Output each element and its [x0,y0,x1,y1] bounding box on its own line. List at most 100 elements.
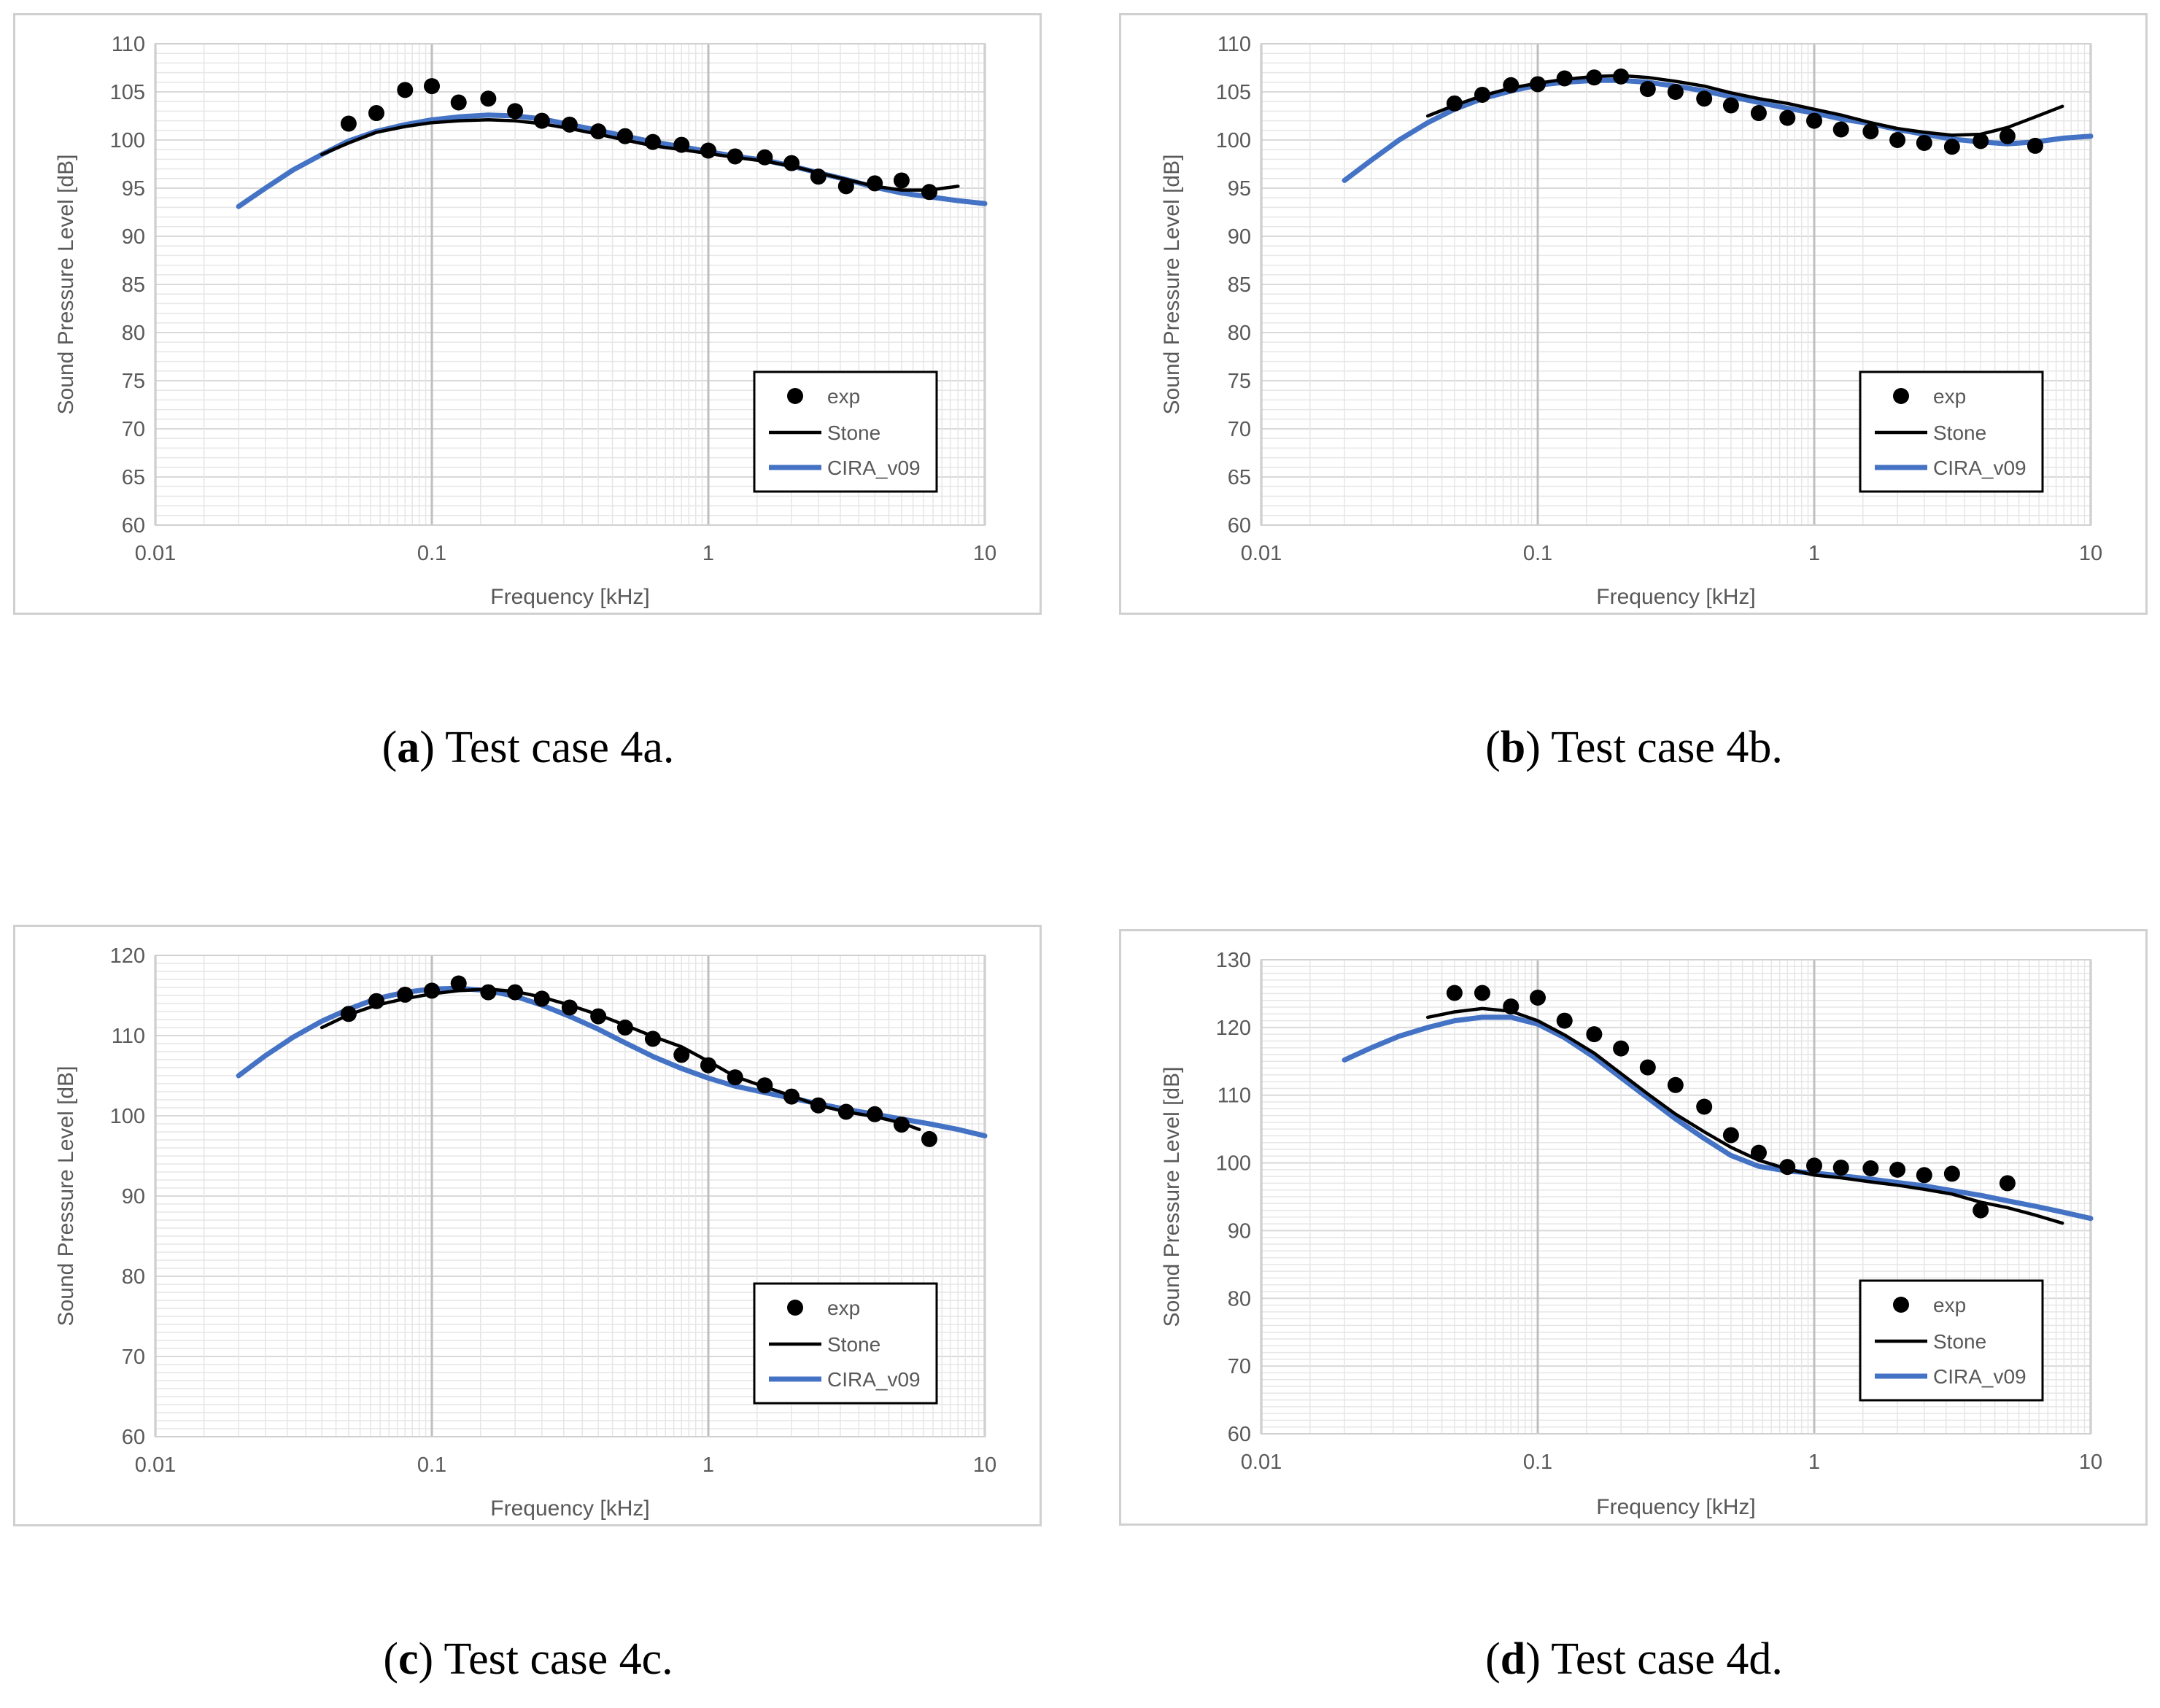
legend-exp-marker [787,1300,803,1316]
legend-cira-label: CIRA_v09 [1933,457,2027,479]
y-tick-label: 120 [110,944,145,968]
y-tick-label: 65 [122,466,145,489]
series-line-stone [1425,1006,2064,1225]
y-axis-title: Sound Pressure Level [dB] [1160,155,1184,415]
exp-data-point [727,148,743,165]
y-tick-label: 105 [110,81,145,104]
exp-data-point [700,142,716,159]
caption-b-letter: b [1500,723,1526,772]
y-tick-label: 120 [1216,1017,1251,1040]
exp-data-point [837,1103,854,1120]
exp-data-point [368,105,384,122]
exp-data-point [673,136,690,153]
exp-data-point [1973,1202,1989,1219]
x-tick-label: 0.1 [1523,542,1552,565]
exp-data-point [424,78,440,95]
exp-data-point [700,1057,716,1074]
y-tick-label: 90 [1228,225,1251,249]
y-tick-label: 95 [1228,177,1251,201]
y-tick-label: 80 [122,1265,145,1289]
exp-data-point [424,982,440,999]
exp-data-point [867,175,883,192]
exp-data-point [480,90,497,107]
legend: exp Stone CIRA_v09 [753,370,938,493]
caption-b-text: Test case 4b. [1551,723,1783,772]
exp-data-point [1889,1161,1906,1178]
y-tick-label: 60 [122,1426,145,1449]
y-tick-label: 90 [122,225,145,249]
series-line-cira [1342,77,2094,183]
exp-data-point [727,1069,743,1086]
legend-cira-label: CIRA_v09 [827,1368,921,1391]
exp-data-point [1556,70,1573,87]
exp-data-point [867,1106,883,1122]
x-tick-label: 0.01 [135,542,176,565]
legend-stone-label: Stone [827,422,880,444]
y-tick-label: 65 [1228,466,1251,489]
caption-a-text: Test case 4a. [445,723,675,772]
exp-data-point [1586,69,1603,86]
x-tick-label: 0.1 [417,542,446,565]
x-tick-label: 0.01 [1241,1451,1282,1474]
y-tick-label: 60 [1228,514,1251,537]
caption-d-text: Test case 4d. [1551,1634,1783,1684]
plot-area-border [155,43,986,526]
plot-area-border [155,955,986,1437]
exp-data-point [616,128,633,144]
exp-data-point [1779,1159,1796,1176]
y-tick-label: 70 [122,418,145,441]
exp-data-point [507,984,524,1001]
exp-data-point [368,993,384,1009]
plot-area-border [1261,43,2091,526]
exp-data-point [783,155,800,171]
y-tick-label: 75 [1228,370,1251,393]
legend: exp Stone CIRA_v09 [753,1282,938,1405]
y-tick-label: 100 [1216,129,1251,152]
y-tick-label: 95 [122,177,145,201]
exp-data-point [1806,1157,1822,1174]
exp-data-point [1556,1012,1573,1029]
x-axis-title: Frequency [kHz] [490,1497,649,1521]
chart-b-frame [1119,13,2148,615]
y-tick-label: 105 [1216,81,1251,104]
caption-c-text: Test case 4c. [444,1634,673,1684]
chart-c-gridlines [154,955,986,1437]
exp-data-point [1446,985,1463,1001]
y-tick-label: 60 [1228,1423,1251,1446]
exp-data-point [590,1008,607,1025]
x-tick-label: 10 [973,542,996,565]
exp-data-point [1806,112,1822,129]
legend-stone-label: Stone [1933,1330,1986,1353]
exp-data-point [1832,121,1849,138]
exp-data-point [1973,133,1989,150]
chart-panel-c: 60 70 80 90 100 110 120 0.01 0.1 1 10 Frequency [kH… [13,925,1042,1526]
exp-data-point [397,986,414,1003]
x-tick-label: 1 [1808,542,1820,565]
y-tick-label: 80 [122,322,145,345]
legend-cira-label: CIRA_v09 [1933,1365,2027,1388]
caption-c-letter: c [398,1634,419,1684]
exp-data-point [673,1047,690,1063]
legend-exp-label: exp [827,385,860,408]
exp-data-point [616,1020,633,1036]
chart-a-frame [13,13,1042,615]
exp-data-point [533,990,550,1007]
caption-d-letter: d [1500,1634,1526,1684]
exp-data-point [1639,81,1656,98]
x-axis-title: Frequency [kHz] [490,585,649,609]
chart-a-gridlines [154,43,986,526]
series-line-cira [1342,1014,2094,1222]
y-tick-label: 100 [1216,1152,1251,1176]
exp-data-point [756,149,773,166]
y-tick-label: 60 [122,514,145,537]
y-tick-label: 75 [122,370,145,393]
y-tick-label: 90 [1228,1219,1251,1243]
exp-data-point [810,1097,827,1114]
exp-data-point [1750,105,1767,122]
chart-panel-b: 60 65 70 75 80 85 90 95 100 105 110 0.01 0.1 1 10 Frequ… [1119,13,2148,615]
exp-data-point [783,1088,800,1105]
legend-stone-label: Stone [1933,422,1986,444]
